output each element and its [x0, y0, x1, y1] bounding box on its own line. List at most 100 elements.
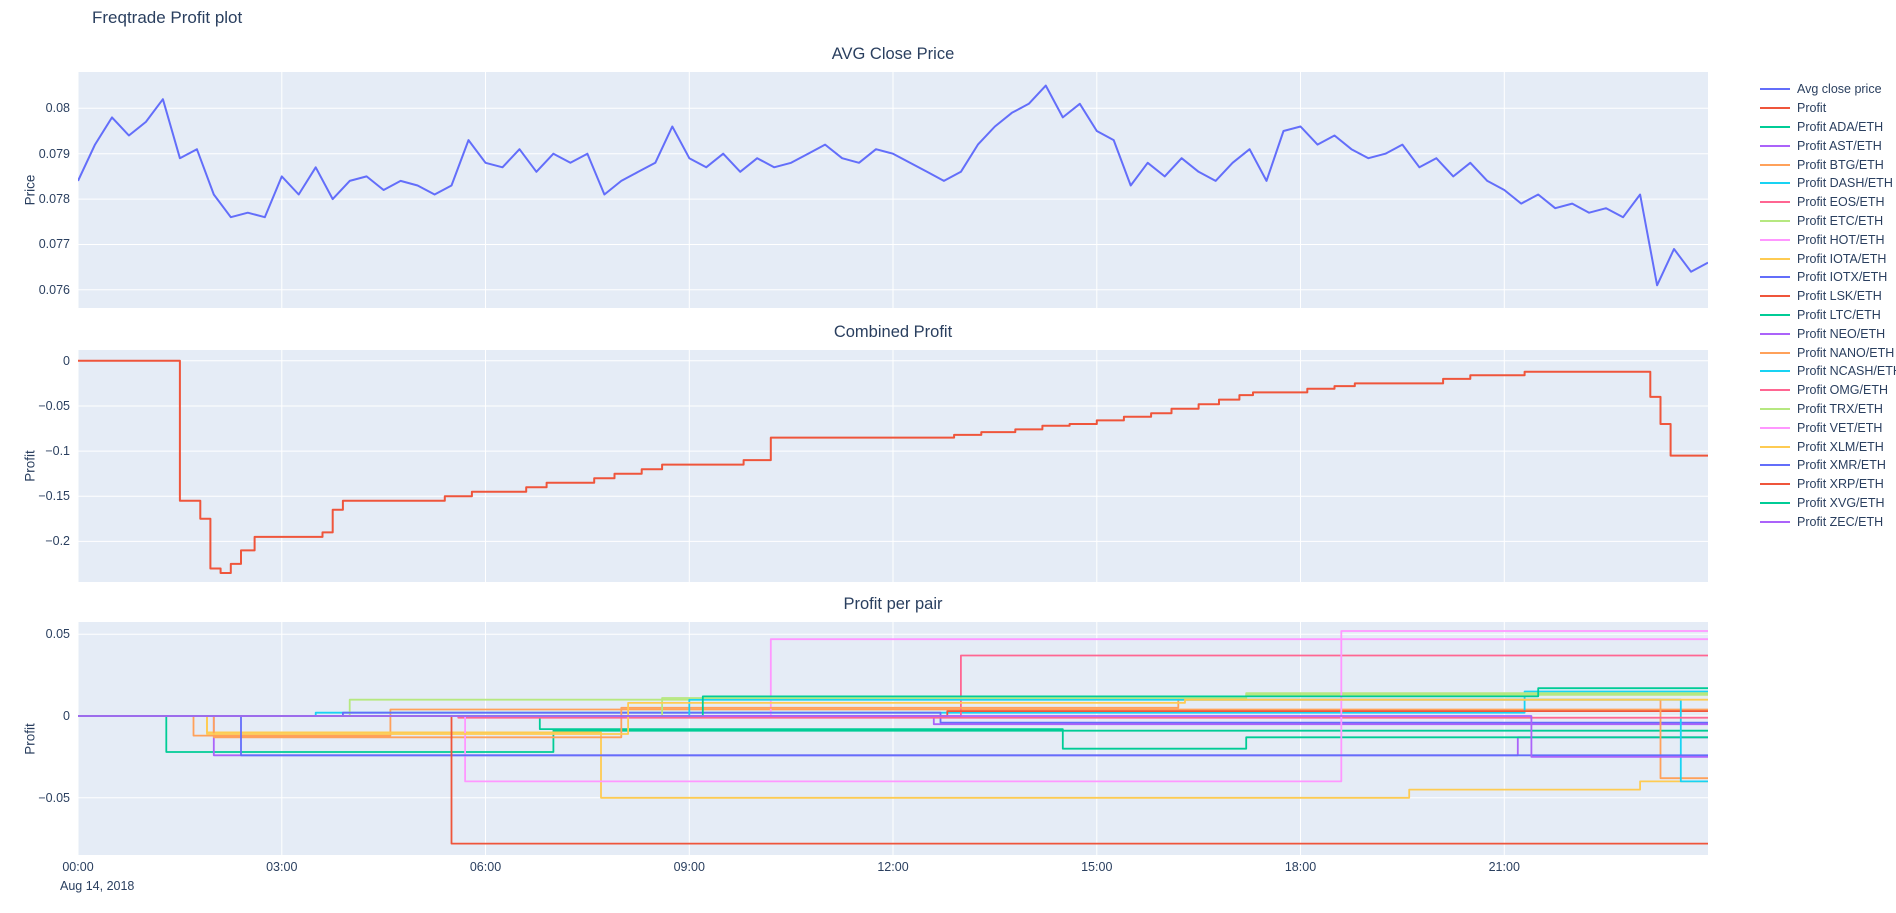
legend-item-profit-vet-eth[interactable]: Profit VET/ETH [1760, 418, 1896, 437]
series-profit-zec-eth [78, 715, 1708, 758]
x-tick-label: 12:00 [877, 860, 909, 874]
x-tick-label: 03:00 [266, 860, 298, 874]
y-tick-label: 0 [63, 353, 70, 368]
legend-item-profit-omg-eth[interactable]: Profit OMG/ETH [1760, 381, 1896, 400]
y-tick-label: 0.078 [38, 192, 70, 207]
y-tick-label: −0.05 [38, 790, 70, 805]
legend-item-profit-ncash-eth[interactable]: Profit NCASH/ETH [1760, 362, 1896, 381]
legend-item-profit-xlm-eth[interactable]: Profit XLM/ETH [1760, 437, 1896, 456]
legend-item-label: Profit XRP/ETH [1797, 477, 1884, 492]
legend-item-profit-neo-eth[interactable]: Profit NEO/ETH [1760, 324, 1896, 343]
legend-item-label: Profit NEO/ETH [1797, 326, 1886, 341]
series-profit [78, 359, 1708, 574]
legend-item-label: Profit ADA/ETH [1797, 119, 1884, 134]
legend-line-swatch [1760, 125, 1790, 128]
y-tick-label: −0.15 [38, 489, 70, 504]
legend-line-swatch [1760, 483, 1790, 486]
x-tick-label: 09:00 [673, 860, 705, 874]
legend-item-profit[interactable]: Profit [1760, 99, 1896, 118]
y-axis-title-profit-per-pair: Profit [22, 722, 38, 755]
legend-line-swatch [1760, 332, 1790, 335]
legend-line-swatch [1760, 219, 1790, 222]
legend-item-label: Profit IOTA/ETH [1797, 251, 1887, 266]
y-tick-label: −0.1 [45, 444, 70, 459]
legend-item-profit-nano-eth[interactable]: Profit NANO/ETH [1760, 343, 1896, 362]
legend-item-profit-btg-eth[interactable]: Profit BTG/ETH [1760, 155, 1896, 174]
legend-line-swatch [1760, 144, 1790, 147]
legend-item-label: Profit XLM/ETH [1797, 439, 1884, 454]
series-profit-nano-eth [78, 698, 1708, 780]
y-axis-title-combined-profit: Profit [22, 450, 38, 482]
legend-item-profit-ada-eth[interactable]: Profit ADA/ETH [1760, 118, 1896, 137]
legend-item-label: Profit IOTX/ETH [1797, 270, 1888, 285]
legend-item-profit-lsk-eth[interactable]: Profit LSK/ETH [1760, 287, 1896, 306]
legend-item-label: Profit ETC/ETH [1797, 213, 1884, 228]
legend-line-swatch [1760, 295, 1790, 298]
series-avg-close-price [78, 84, 1708, 287]
legend-line-swatch [1760, 426, 1790, 429]
legend-line-swatch [1760, 182, 1790, 185]
legend-line-swatch [1760, 238, 1790, 241]
legend-line-swatch [1760, 407, 1790, 410]
legend-item-label: Profit NCASH/ETH [1797, 364, 1896, 379]
legend-item-profit-iota-eth[interactable]: Profit IOTA/ETH [1760, 249, 1896, 268]
legend-item-avg-close-price[interactable]: Avg close price [1760, 80, 1896, 99]
x-tick-label: 06:00 [469, 860, 502, 874]
legend-item-label: Avg close price [1797, 82, 1882, 97]
legend-line-swatch [1760, 370, 1790, 373]
legend-item-profit-iotx-eth[interactable]: Profit IOTX/ETH [1760, 268, 1896, 287]
legend-item-label: Profit BTG/ETH [1797, 157, 1884, 172]
y-tick-label: 0.079 [38, 146, 70, 161]
legend-item-profit-ast-eth[interactable]: Profit AST/ETH [1760, 136, 1896, 155]
plot-area-profit-per-pair[interactable] [78, 622, 1708, 855]
plot-area-combined-profit[interactable] [78, 350, 1708, 582]
x-tick-label: 21:00 [1488, 860, 1520, 874]
legend-item-label: Profit ZEC/ETH [1797, 514, 1884, 529]
legend-item-profit-xrp-eth[interactable]: Profit XRP/ETH [1760, 475, 1896, 494]
legend-item-label: Profit AST/ETH [1797, 138, 1882, 153]
legend-line-swatch [1760, 201, 1790, 204]
plot-area-avg-close-price[interactable] [78, 72, 1708, 308]
legend-item-profit-eos-eth[interactable]: Profit EOS/ETH [1760, 193, 1896, 212]
y-tick-label: 0.076 [38, 282, 70, 297]
legend-item-profit-zec-eth[interactable]: Profit ZEC/ETH [1760, 512, 1896, 531]
series-profit-xlm-eth [78, 698, 1708, 735]
legend-item-profit-trx-eth[interactable]: Profit TRX/ETH [1760, 400, 1896, 419]
legend-line-swatch [1760, 520, 1790, 523]
legend-item-label: Profit EOS/ETH [1797, 195, 1885, 210]
subplot-title-profit-per-pair: Profit per pair [843, 595, 943, 613]
page-title: Freqtrade Profit plot [92, 8, 243, 27]
y-tick-label: 0.05 [45, 627, 70, 642]
legend-line-swatch [1760, 464, 1790, 467]
legend-line-swatch [1760, 389, 1790, 392]
x-tick-label: 00:00 [62, 860, 94, 874]
legend-item-label: Profit VET/ETH [1797, 420, 1883, 435]
subplot-title-avg-close-price: AVG Close Price [831, 45, 955, 63]
legend-item-profit-dash-eth[interactable]: Profit DASH/ETH [1760, 174, 1896, 193]
y-tick-label: 0.08 [45, 101, 70, 116]
legend-item-label: Profit OMG/ETH [1797, 383, 1888, 398]
legend: Avg close price Profit Profit ADA/ETH Profi… [1760, 80, 1896, 531]
legend-item-label: Profit TRX/ETH [1797, 401, 1883, 416]
y-tick-label: −0.2 [45, 534, 70, 549]
x-tick-label: 18:00 [1284, 860, 1317, 874]
legend-item-profit-xvg-eth[interactable]: Profit XVG/ETH [1760, 494, 1896, 513]
subplot-title-combined-profit: Combined Profit [833, 323, 953, 341]
legend-line-swatch [1760, 107, 1790, 110]
legend-item-label: Profit DASH/ETH [1797, 176, 1893, 191]
legend-item-profit-xmr-eth[interactable]: Profit XMR/ETH [1760, 456, 1896, 475]
legend-item-profit-ltc-eth[interactable]: Profit LTC/ETH [1760, 306, 1896, 325]
legend-line-swatch [1760, 88, 1790, 91]
legend-item-label: Profit HOT/ETH [1797, 232, 1885, 247]
legend-line-swatch [1760, 351, 1790, 354]
legend-item-label: Profit XVG/ETH [1797, 495, 1885, 510]
legend-item-label: Profit LTC/ETH [1797, 307, 1881, 322]
y-tick-label: 0 [63, 709, 70, 724]
legend-item-profit-etc-eth[interactable]: Profit ETC/ETH [1760, 212, 1896, 231]
legend-line-swatch [1760, 163, 1790, 166]
legend-line-swatch [1760, 313, 1790, 316]
legend-line-swatch [1760, 276, 1790, 279]
legend-line-swatch [1760, 501, 1790, 504]
legend-item-profit-hot-eth[interactable]: Profit HOT/ETH [1760, 230, 1896, 249]
